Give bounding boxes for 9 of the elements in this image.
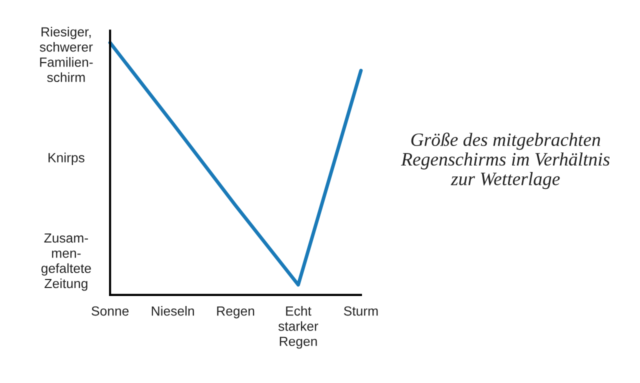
x-tick-label: Sonne [92,306,129,316]
x-tick-label: Regen [217,306,254,318]
text: Größe des mitgebrachten Regenschirms im Verhältnis zur Wetterlage [400,132,610,190]
text: Knirps [48,152,84,165]
text: Zusam- men- gefaltete Zeitung [41,233,91,291]
x-tick-label: Sturm [344,306,378,316]
text: Riesiger, schwerer Familien- schirm [40,26,93,82]
x-tick-label: Nieseln [152,306,194,316]
x-tick-label: Echt starker Regen [278,306,318,349]
